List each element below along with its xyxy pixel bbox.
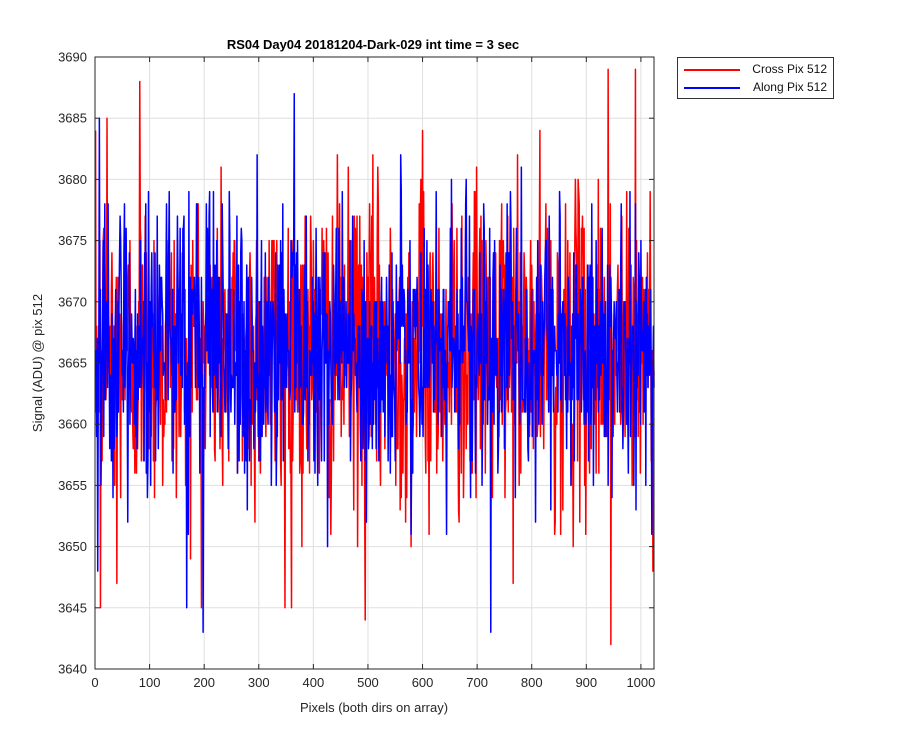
- x-tick-label: 200: [193, 675, 215, 690]
- x-tick-label: 100: [139, 675, 161, 690]
- legend: Cross Pix 512 Along Pix 512: [677, 57, 834, 99]
- y-tick-label: 3680: [58, 172, 87, 187]
- legend-label-along: Along Pix 512: [752, 80, 827, 94]
- x-tick-label: 0: [91, 675, 98, 690]
- y-tick-label: 3690: [58, 50, 87, 65]
- legend-swatch-cross: [684, 69, 740, 71]
- x-tick-label: 600: [412, 675, 434, 690]
- y-tick-label: 3650: [58, 539, 87, 554]
- x-tick-label: 500: [357, 675, 379, 690]
- x-tick-label: 800: [521, 675, 543, 690]
- y-tick-label: 3655: [58, 478, 87, 493]
- y-tick-label: 3685: [58, 111, 87, 126]
- x-tick-label: 900: [575, 675, 597, 690]
- x-tick-label: 300: [248, 675, 270, 690]
- legend-item-cross: Cross Pix 512: [678, 61, 833, 78]
- y-tick-label: 3670: [58, 294, 87, 309]
- y-axis-label: Signal (ADU) @ pix 512: [30, 294, 45, 432]
- y-tick-label: 3645: [58, 600, 87, 615]
- series-line-along: [95, 92, 655, 634]
- legend-item-along: Along Pix 512: [678, 79, 833, 96]
- y-tick-label: 3665: [58, 356, 87, 371]
- plot-area: [94, 56, 655, 670]
- axis-ticks: [94, 56, 654, 670]
- chart-title: RS04 Day04 20181204-Dark-029 int time = …: [227, 37, 519, 52]
- x-tick-label: 400: [303, 675, 325, 690]
- y-tick-label: 3660: [58, 417, 87, 432]
- x-axis-label: Pixels (both dirs on array): [300, 700, 448, 715]
- y-tick-label: 3640: [58, 662, 87, 677]
- legend-label-cross: Cross Pix 512: [752, 62, 827, 76]
- y-tick-label: 3675: [58, 233, 87, 248]
- x-tick-label: 700: [466, 675, 488, 690]
- x-tick-label: 1000: [626, 675, 655, 690]
- series-layer: [94, 68, 655, 646]
- legend-swatch-along: [684, 87, 740, 89]
